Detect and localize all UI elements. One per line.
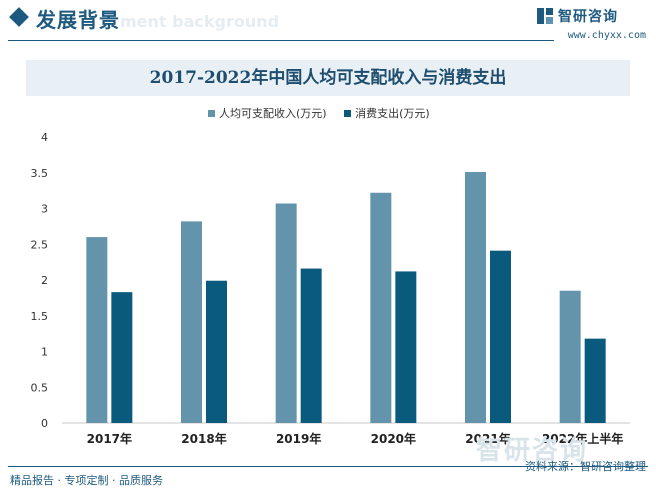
legend-item-expense: 消费支出(万元)	[344, 105, 430, 121]
legend-label-income: 人均可支配收入(万元)	[219, 107, 327, 120]
bar-income	[465, 172, 486, 423]
bar-income	[86, 237, 108, 423]
header-divider	[8, 40, 554, 41]
x-tick-label: 2021年	[465, 431, 510, 446]
legend-swatch-expense	[344, 109, 352, 117]
bar-expense	[300, 268, 322, 423]
footer-slogan: 精品报告 · 专项定制 · 品质服务	[10, 474, 163, 487]
chart-legend: 人均可支配收入(万元) 消费支出(万元)	[208, 105, 444, 121]
x-tick-label: 2019年	[276, 431, 321, 446]
brand-name: 智研咨询	[558, 9, 618, 25]
x-tick-label: 2020年	[371, 431, 416, 446]
footer-divider	[8, 466, 648, 467]
x-tick-label: 2017年	[87, 431, 132, 446]
brand-logo-icon	[537, 8, 553, 24]
brand-block: 智研咨询 www.chyxx.com	[536, 4, 646, 44]
chart-title-bar: 2017-2022年中国人均可支配收入与消费支出	[26, 60, 630, 96]
y-tick-label: 4	[41, 131, 48, 144]
y-tick-label: 3.5	[31, 167, 49, 180]
x-tick-label: 2022年上半年	[542, 431, 623, 446]
footer-watermark: 智研咨询	[476, 436, 589, 466]
bar-income	[559, 290, 581, 423]
bar-expense	[490, 250, 511, 423]
bar-expense	[111, 292, 133, 423]
x-tick-label: 2018年	[181, 431, 226, 446]
y-tick-label: 0	[41, 417, 48, 430]
page-header: ment background 发展背景 智研咨询 www.chyxx.com	[0, 0, 656, 44]
title-shadow-text: ment background	[120, 12, 280, 31]
y-tick-label: 1.5	[31, 310, 49, 323]
brand-url: www.chyxx.com	[567, 30, 646, 41]
bar-expense	[584, 338, 606, 423]
y-tick-label: 2	[41, 274, 48, 287]
y-tick-label: 2.5	[31, 238, 49, 251]
bar-expense	[395, 271, 417, 423]
y-tick-label: 0.5	[31, 381, 49, 394]
page-title: 发展背景	[36, 8, 120, 32]
bar-expense	[206, 280, 227, 423]
y-tick-label: 1	[41, 346, 48, 359]
legend-swatch-income	[208, 109, 215, 117]
y-tick-label: 3	[41, 203, 48, 216]
bar-income	[275, 203, 297, 423]
legend-item-income: 人均可支配收入(万元)	[208, 105, 327, 121]
legend-label-expense: 消费支出(万元)	[355, 107, 430, 120]
bar-income	[370, 192, 392, 423]
bar-income	[181, 221, 202, 423]
chart-title: 2017-2022年中国人均可支配收入与消费支出	[149, 68, 507, 88]
